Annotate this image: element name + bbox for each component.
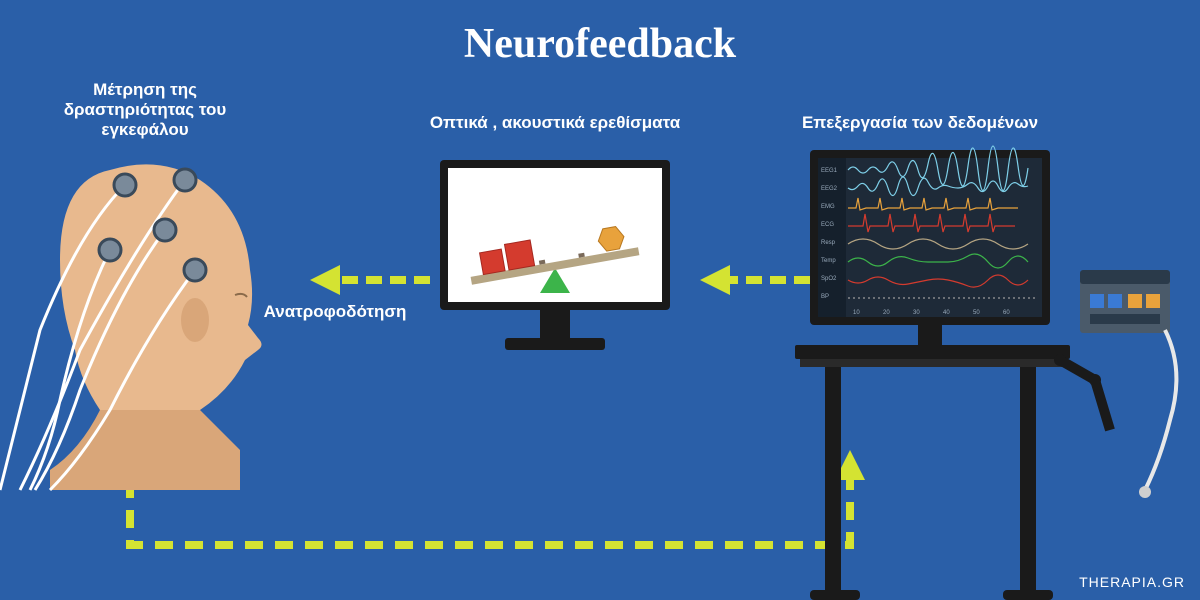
svg-text:Resp: Resp [821,240,836,246]
svg-text:50: 50 [973,310,980,316]
svg-text:Temp: Temp [821,258,836,264]
svg-text:EMG: EMG [821,204,835,210]
svg-text:EEG2: EEG2 [821,186,838,192]
eeg-workstation: EEG1 EEG2 EMG ECG Resp Temp SpO2 BP [795,146,1110,600]
svg-text:EEG1: EEG1 [821,168,838,174]
svg-text:30: 30 [913,310,920,316]
diagram-canvas: EEG1 EEG2 EMG ECG Resp Temp SpO2 BP [0,0,1200,600]
svg-text:60: 60 [1003,310,1010,316]
svg-text:10: 10 [853,310,860,316]
head-illustration [0,164,262,490]
svg-text:20: 20 [883,310,890,316]
svg-text:40: 40 [943,310,950,316]
svg-text:ECG: ECG [821,222,834,228]
stimuli-monitor [440,160,670,350]
svg-text:SpO2: SpO2 [821,276,837,282]
svg-text:BP: BP [821,294,829,300]
